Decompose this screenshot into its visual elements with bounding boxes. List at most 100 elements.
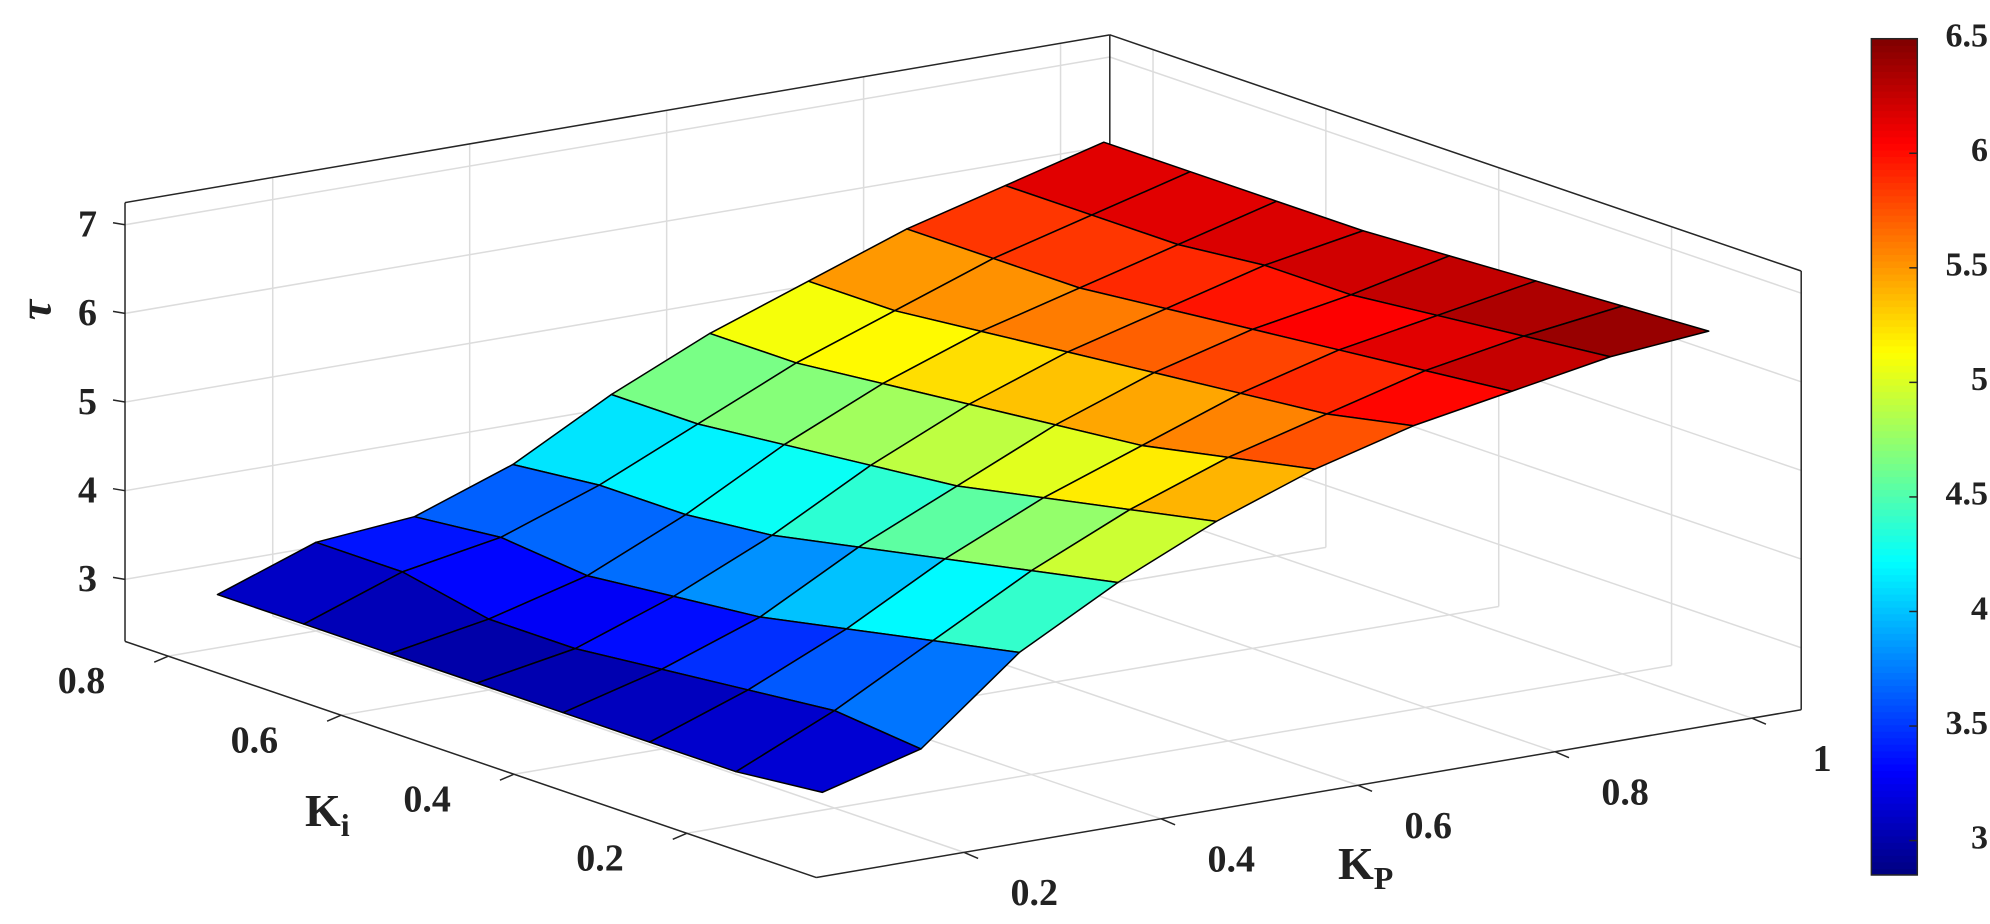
colorbar-step [1871, 835, 1918, 843]
colorbar-tick-label: 5.5 [1946, 247, 1989, 284]
grid-line [124, 56, 1110, 226]
colorbar-tick-label: 6 [1971, 132, 1988, 169]
colorbar-step [1871, 796, 1918, 804]
colorbar-step [1871, 803, 1918, 811]
grid-line [1109, 56, 1802, 294]
colorbar-step [1871, 548, 1918, 556]
colorbar-step [1871, 639, 1918, 647]
colorbar-step [1871, 293, 1918, 301]
colorbar-step [1871, 476, 1918, 484]
colorbar-step [1871, 607, 1918, 615]
colorbar-step [1871, 247, 1918, 255]
colorbar-step [1871, 528, 1918, 536]
colorbar-tick-label: 4 [1971, 590, 1988, 627]
z-tick-label: 4 [78, 469, 97, 511]
colorbar-step [1871, 260, 1918, 268]
colorbar-step [1871, 430, 1918, 438]
colorbar-step [1871, 692, 1918, 700]
colorbar-step [1871, 822, 1918, 830]
colorbar-step [1871, 763, 1918, 772]
colorbar-step [1871, 848, 1918, 856]
colorbar-frame [1870, 37, 1919, 876]
colorbar-step [1871, 58, 1918, 66]
axis-edge [1109, 34, 1802, 272]
colorbar-step [1871, 816, 1918, 824]
colorbar-step [1871, 561, 1918, 569]
y-tick [153, 655, 169, 663]
colorbar-step [1871, 705, 1918, 713]
colorbar-step [1871, 685, 1918, 693]
colorbar-step [1871, 783, 1918, 791]
colorbar-step [1871, 117, 1918, 125]
z-axis-label: τ [10, 298, 61, 320]
colorbar-step [1871, 809, 1918, 817]
colorbar-step [1871, 594, 1918, 602]
colorbar-step [1871, 750, 1918, 758]
colorbar-step [1871, 672, 1918, 680]
colorbar-step [1871, 580, 1918, 589]
y-tick [326, 714, 342, 722]
z-tick [112, 222, 126, 226]
colorbar-step [1871, 267, 1918, 275]
colorbar-step [1871, 509, 1918, 517]
colorbar-step [1871, 404, 1918, 412]
colorbar-step [1871, 659, 1918, 667]
colorbar-step [1871, 84, 1918, 92]
x-tick [963, 851, 979, 860]
colorbar-step [1871, 254, 1918, 262]
colorbar-step [1871, 319, 1918, 327]
colorbar-tick-label: 6.5 [1946, 18, 1989, 55]
colorbar-step [1871, 97, 1918, 105]
colorbar-step [1871, 790, 1918, 798]
z-tick-label: 3 [78, 558, 97, 600]
colorbar-step [1871, 665, 1918, 674]
colorbar-step [1871, 424, 1918, 432]
colorbar-step [1871, 482, 1918, 491]
colorbar-step [1871, 443, 1918, 451]
colorbar-step [1871, 770, 1918, 778]
y-axis-label: Ki [305, 785, 350, 844]
colorbar-step [1871, 744, 1918, 752]
colorbar-step [1871, 456, 1918, 464]
colorbar-step [1871, 463, 1918, 471]
y-axis-label-main: K [305, 785, 341, 836]
colorbar-step [1871, 358, 1918, 366]
z-tick [112, 576, 126, 581]
y-tick-label: 0.2 [576, 837, 624, 879]
colorbar-step [1871, 731, 1918, 739]
colorbar-step [1871, 567, 1918, 576]
colorbar-step [1871, 221, 1918, 229]
colorbar-step [1871, 51, 1918, 59]
colorbar-step [1871, 652, 1918, 660]
colorbar-step [1871, 620, 1918, 628]
colorbar-step [1871, 365, 1918, 373]
colorbar-tick-label: 5 [1971, 361, 1988, 398]
colorbar-step [1871, 202, 1918, 210]
x-tick-label: 0.8 [1601, 771, 1649, 813]
colorbar-step [1871, 38, 1918, 46]
axis-edge [816, 709, 1802, 879]
colorbar-step [1871, 234, 1918, 242]
x-tick-label: 0.2 [1011, 872, 1059, 914]
z-tick [112, 399, 126, 403]
colorbar-step [1871, 182, 1918, 190]
z-tick-label: 7 [78, 203, 97, 245]
y-tick-label: 0.8 [58, 660, 106, 702]
colorbar-step [1871, 829, 1918, 837]
colorbar-step [1871, 711, 1918, 719]
colorbar-step [1871, 241, 1918, 249]
colorbar-step [1871, 757, 1918, 765]
colorbar-step [1871, 175, 1918, 184]
colorbar-step [1871, 737, 1918, 745]
colorbar-step [1871, 496, 1918, 504]
x-tick [1554, 751, 1570, 759]
colorbar-step [1871, 574, 1918, 582]
x-tick [1160, 818, 1176, 826]
axis-edge [124, 640, 817, 879]
colorbar-step [1871, 541, 1918, 549]
y-tick-label: 0.6 [231, 719, 279, 761]
colorbar-step [1871, 437, 1918, 445]
colorbar-step [1871, 535, 1918, 543]
colorbar-step [1871, 273, 1918, 282]
